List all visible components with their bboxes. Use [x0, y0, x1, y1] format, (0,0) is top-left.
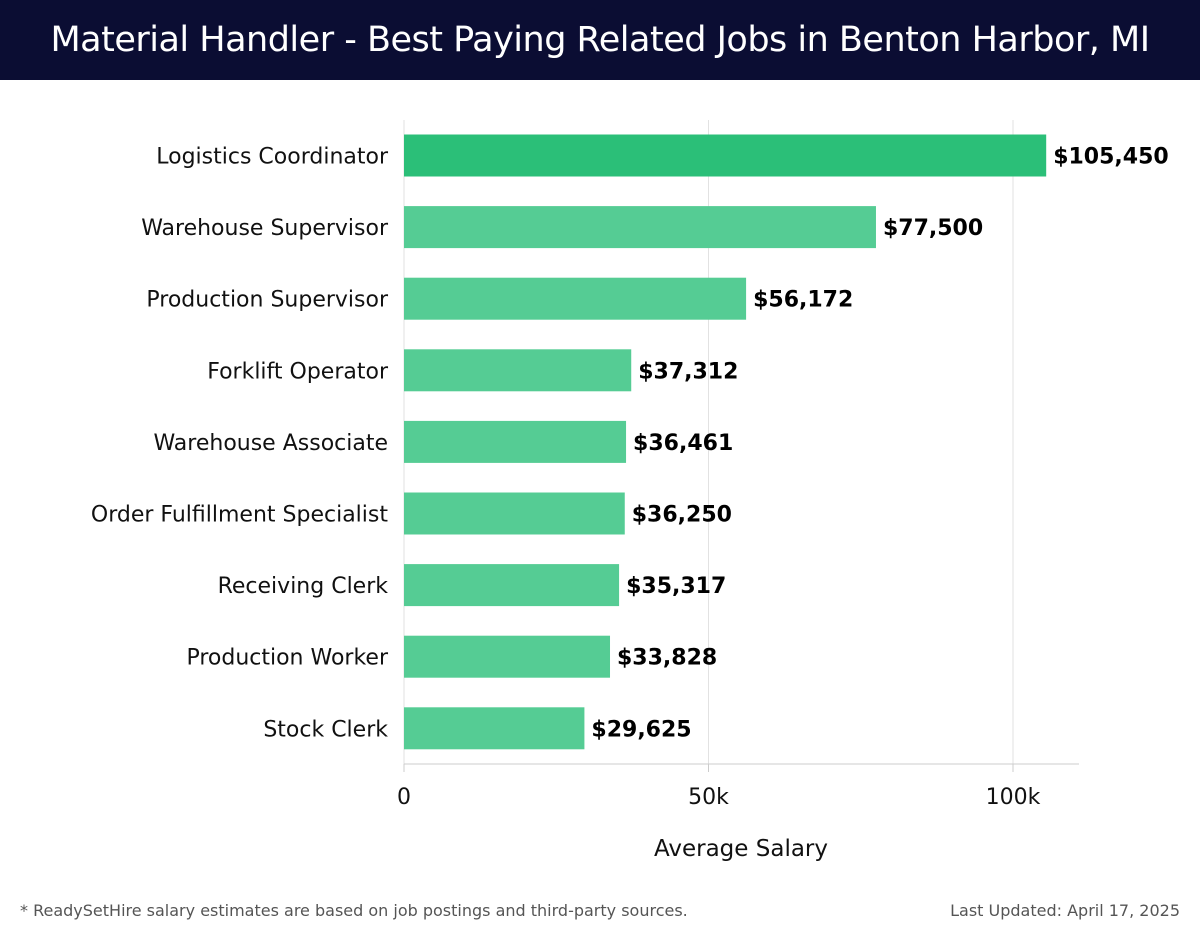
bar [404, 564, 620, 607]
category-label: Production Worker [186, 646, 389, 671]
category-label: Production Supervisor [146, 288, 389, 313]
value-label: $56,172 [753, 288, 853, 313]
category-label: Warehouse Supervisor [141, 216, 389, 241]
header-banner: Material Handler - Best Paying Related J… [0, 0, 1200, 80]
value-label: $33,828 [617, 646, 717, 671]
value-label: $37,312 [638, 359, 738, 384]
category-label: Logistics Coordinator [156, 145, 389, 170]
bar [404, 349, 632, 392]
footer-note: * ReadySetHire salary estimates are base… [20, 901, 688, 920]
category-label: Warehouse Associate [153, 431, 388, 456]
value-label: $35,317 [626, 574, 726, 599]
category-label: Receiving Clerk [218, 574, 389, 599]
category-label: Forklift Operator [207, 359, 389, 384]
bar [404, 707, 585, 750]
salary-bar-chart: 0 50k 100k Logistics Coordinator $105,450 Wa… [91, 120, 1169, 862]
bar [404, 420, 627, 463]
value-label: $36,461 [633, 431, 733, 456]
category-label: Stock Clerk [263, 717, 388, 742]
value-label: $105,450 [1053, 145, 1169, 170]
bar [404, 492, 625, 535]
x-axis-title: Average Salary [654, 836, 828, 862]
bar [404, 206, 876, 249]
category-label: Order Fulfillment Specialist [91, 503, 388, 528]
value-label: $29,625 [591, 717, 691, 742]
page-title: Material Handler - Best Paying Related J… [50, 20, 1150, 60]
x-axis: 0 50k 100k [397, 763, 1079, 810]
bar [404, 277, 747, 320]
labels: Logistics Coordinator $105,450 Warehouse S… [91, 145, 1169, 743]
bars [404, 134, 1047, 750]
value-label: $77,500 [883, 216, 983, 241]
last-updated: Last Updated: April 17, 2025 [950, 901, 1180, 920]
x-tick-label: 100k [986, 785, 1041, 810]
bar [404, 134, 1047, 177]
value-label: $36,250 [632, 503, 732, 528]
x-tick-label: 0 [397, 785, 411, 810]
x-tick-label: 50k [688, 785, 729, 810]
bar [404, 635, 611, 678]
